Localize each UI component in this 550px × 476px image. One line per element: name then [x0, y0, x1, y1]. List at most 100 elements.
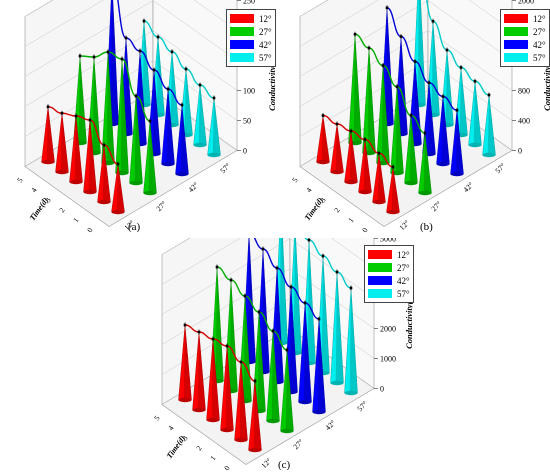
- z-tick-label: 2000: [518, 0, 534, 6]
- cone-shade: [148, 121, 157, 193]
- cone-shade: [349, 131, 358, 182]
- cone-shade: [455, 110, 464, 174]
- cone-shade: [353, 34, 362, 143]
- series-line: [143, 20, 215, 99]
- cone-shade: [303, 303, 312, 402]
- legend-label: 12°: [397, 249, 410, 260]
- cone-base: [316, 159, 330, 165]
- cone-shade: [395, 86, 404, 173]
- data-point: [321, 114, 325, 117]
- angle-tick-label: 27°: [429, 199, 443, 213]
- data-point: [257, 310, 261, 314]
- cone-bar: [206, 338, 220, 423]
- cone-shade: [247, 238, 256, 362]
- data-point: [183, 323, 187, 327]
- legend-entry: 12°: [368, 248, 410, 261]
- chart-panel-b: 0400800120016002000Conductivity(μs/cm)01…: [275, 0, 550, 238]
- data-point: [367, 46, 371, 50]
- data-point: [166, 87, 170, 91]
- time-axis-label: Time(d): [28, 196, 50, 223]
- cone-base: [55, 169, 69, 175]
- data-point: [156, 35, 160, 39]
- data-point: [395, 85, 399, 89]
- cone-base: [248, 447, 262, 453]
- cone-shade: [60, 113, 69, 172]
- gridline: [161, 268, 375, 345]
- time-tick-label: 2: [332, 206, 342, 214]
- data-point: [225, 344, 229, 348]
- cone-bar: [83, 119, 97, 195]
- cone-base: [482, 152, 496, 158]
- cone-base: [41, 159, 55, 165]
- cone-base: [193, 142, 207, 148]
- cone-base: [220, 427, 234, 433]
- data-point: [243, 294, 247, 298]
- angle-tick-label: 12°: [259, 456, 273, 470]
- cone-shade: [138, 51, 147, 144]
- legend-swatch: [230, 14, 254, 23]
- data-point: [211, 337, 215, 341]
- cone-base: [129, 180, 143, 186]
- cone-shade: [427, 82, 436, 154]
- cone-bar: [266, 330, 280, 424]
- data-point: [473, 79, 477, 83]
- data-point: [349, 286, 353, 290]
- series-line: [79, 51, 151, 122]
- cone-shade: [321, 256, 330, 373]
- series-line: [253, 238, 320, 320]
- cone-shade: [239, 362, 248, 440]
- angle-tick-label: 57°: [218, 161, 232, 175]
- data-point: [275, 266, 279, 270]
- cone-shade: [116, 164, 125, 212]
- cone-bar: [97, 144, 111, 205]
- cone-base: [418, 190, 432, 196]
- data-point: [102, 143, 106, 147]
- cone-base: [192, 407, 206, 413]
- legend-swatch: [230, 27, 254, 36]
- angle-tick-label: 27°: [291, 437, 305, 451]
- z-tick-label: 0: [243, 147, 247, 156]
- cone-shade: [184, 69, 193, 135]
- cone-bar: [55, 113, 69, 175]
- data-point: [120, 57, 124, 61]
- cone-base: [436, 161, 450, 167]
- cone-base: [372, 199, 386, 205]
- z-axis-label: Conductivity(μs/cm): [267, 40, 275, 111]
- cone-shade: [88, 120, 97, 192]
- z-axis-label: Conductivity(μs/cm): [404, 278, 413, 349]
- cone-shade: [487, 95, 496, 155]
- data-point: [423, 131, 427, 135]
- data-point: [413, 60, 417, 63]
- cone-base: [330, 169, 344, 175]
- data-point: [88, 118, 92, 122]
- time-tick-label: 0: [85, 226, 95, 234]
- legend-c: 12° 27° 42° 57°: [364, 245, 414, 303]
- data-point: [106, 50, 110, 54]
- data-point: [363, 138, 367, 141]
- legend-label: 42°: [533, 39, 546, 50]
- data-point: [427, 81, 431, 85]
- cone-shade: [459, 67, 468, 135]
- cone-shade: [156, 37, 165, 115]
- cone-bar: [298, 302, 312, 405]
- cone-shade: [78, 56, 87, 143]
- data-point: [198, 83, 202, 87]
- cone-shade: [229, 280, 238, 391]
- z-tick-label: 0: [518, 147, 522, 156]
- data-point: [180, 103, 184, 107]
- legend-swatch: [368, 250, 392, 259]
- cone-shade: [215, 267, 224, 381]
- data-point: [399, 35, 403, 38]
- legend-entry: 12°: [230, 12, 272, 25]
- gridline: [299, 60, 513, 137]
- legend-swatch: [368, 263, 392, 272]
- cone-base: [234, 437, 248, 443]
- data-point: [170, 50, 174, 54]
- cone-bar: [69, 115, 83, 185]
- legend-label: 57°: [533, 52, 546, 63]
- cone-bar: [234, 361, 248, 443]
- time-tick-label: 1: [208, 454, 218, 462]
- legend-label: 27°: [533, 26, 546, 37]
- data-point: [349, 129, 353, 133]
- legend-label: 57°: [259, 52, 272, 63]
